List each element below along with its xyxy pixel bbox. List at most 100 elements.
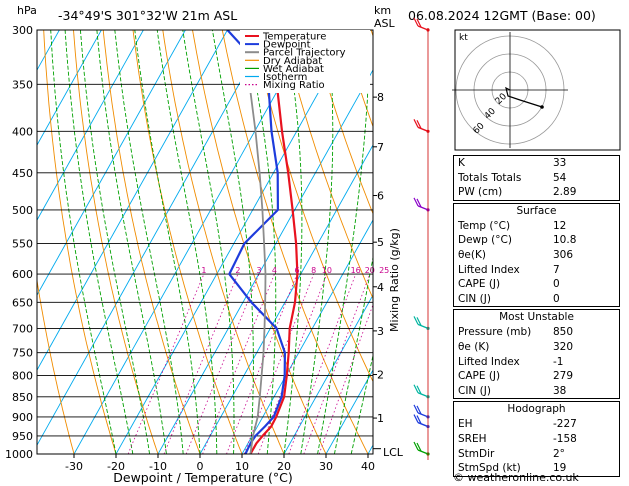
panel-row-value: 306 — [553, 248, 574, 261]
temperature-tick-label: 0 — [197, 460, 204, 473]
legend-item: Parcel Trajectory — [263, 48, 346, 59]
mixing-ratio-label: 16 — [351, 266, 361, 275]
isobars — [37, 30, 373, 454]
panel-row-value: -227 — [553, 418, 577, 431]
pressure-tick-label: 550 — [12, 238, 33, 251]
dry-adiabat-line — [37, 277, 75, 454]
panel-row-value: 0 — [553, 278, 560, 291]
lcl-label: LCL — [383, 446, 404, 459]
wet-adiabat-line — [156, 30, 218, 454]
panel-row: StmDir 2° — [454, 447, 619, 462]
mixing-ratio-label: 3 — [256, 266, 261, 275]
panel-row-label: CAPE (J) — [458, 278, 501, 291]
km-tick-label: 4 — [377, 281, 384, 294]
legend-item: Wet Adiabat — [263, 64, 324, 75]
panel-row-value: -1 — [553, 355, 564, 368]
panel-row-label: Pressure (mb) — [458, 326, 532, 339]
panel-row: StmSpd (kt) 19 — [454, 461, 619, 476]
panel-row-value: 7 — [553, 263, 560, 276]
km-tick-label: 1 — [377, 412, 384, 425]
panel-row: Pressure (mb) 850 — [454, 325, 619, 340]
panel-row-label: Lifted Index — [458, 263, 520, 276]
pressure-tick-label: 900 — [12, 411, 33, 424]
pressure-tick-label: 800 — [12, 369, 33, 382]
wind-barb — [417, 205, 429, 211]
panel-row-label: θe(K) — [458, 248, 486, 261]
panel-row-value: 54 — [553, 171, 567, 184]
legend-item: Dry Adiabat — [263, 56, 322, 67]
wind-barb — [417, 25, 429, 31]
km-tick-label: 8 — [377, 91, 384, 104]
wet-adiabat-line — [333, 255, 373, 454]
panel-row-label: Totals Totals — [458, 171, 522, 184]
wind-barb-feather — [413, 197, 419, 207]
panel-row-value: 0 — [553, 292, 560, 305]
most-unstable-box: Most Unstable Pressure (mb) 850 θe (K) 320 L… — [453, 309, 620, 400]
isotherm-line — [37, 30, 102, 146]
km-tick-label: 6 — [377, 190, 384, 203]
panel-row: CIN (J) 38 — [454, 384, 619, 399]
hodograph-unit: kt — [459, 33, 468, 43]
km-unit-label: km — [374, 4, 391, 17]
wind-barb-feather — [416, 385, 422, 395]
wind-barbs — [413, 17, 430, 460]
series-temperature — [249, 30, 299, 454]
panel-row-label: CAPE (J) — [458, 370, 501, 383]
panel-row: K 33 — [454, 156, 619, 171]
temperature-ticks: -30 -20 -10 0 10 20 30 40 — [65, 454, 375, 473]
indices-panel: K 33 Totals Totals 54 PW (cm) 2.89 Surface Te… — [453, 155, 620, 479]
wind-barb-feather — [416, 18, 422, 28]
series-parcel-trajectory — [243, 30, 267, 454]
mixing-ratio-line — [303, 273, 371, 454]
mixing-ratio-label: 1 — [201, 266, 206, 275]
pressure-tick-label: 500 — [12, 204, 33, 217]
panel-row-label: Temp (°C) — [458, 219, 511, 232]
isotherm-line — [37, 30, 270, 447]
dry-adiabat-line — [73, 30, 159, 454]
copyright-footer: © weatheronline.co.uk — [453, 471, 579, 484]
panel-row-value: 38 — [553, 384, 567, 397]
pressure-tick-label: 850 — [12, 391, 33, 404]
pressure-tick-label: 1000 — [5, 448, 33, 461]
panel-row: θe(K) 306 — [454, 248, 619, 263]
isotherm-line — [37, 30, 186, 296]
isotherm-line — [37, 30, 228, 372]
panel-row-value: 2° — [553, 447, 565, 460]
temperature-tick-label: -20 — [107, 460, 125, 473]
panel-row: Totals Totals 54 — [454, 171, 619, 186]
hodograph-trace — [505, 86, 543, 108]
km-tick-label: 7 — [377, 141, 384, 154]
isotherm-line — [325, 369, 373, 454]
most-unstable-title: Most Unstable — [499, 311, 574, 324]
panel-row: EH -227 — [454, 417, 619, 432]
wind-barb-feather — [413, 119, 419, 128]
wind-barb-feather — [413, 17, 419, 27]
hodograph-table-title: Hodograph — [507, 403, 566, 416]
panel-row-label: Lifted Index — [458, 355, 520, 368]
wet-adiabat-line — [79, 30, 151, 454]
plot-area — [37, 30, 373, 454]
panel-row-label: Dewp (°C) — [458, 234, 512, 247]
legend-item: Dewpoint — [263, 40, 311, 51]
x-axis-title: Dewpoint / Temperature (°C) — [113, 470, 292, 485]
temperature-tick-label: 20 — [277, 460, 291, 473]
wind-barb — [417, 323, 429, 330]
mixing-ratio-label: 8 — [311, 266, 316, 275]
panel-row-value: 19 — [553, 462, 567, 475]
panel-row: Dewp (°C) 10.8 — [454, 233, 619, 248]
wind-barb — [417, 412, 429, 418]
datetime-title: 06.08.2024 12GMT (Base: 00) — [408, 8, 596, 23]
temperature-tick-label: 30 — [319, 460, 333, 473]
panel-row: SREH -158 — [454, 432, 619, 447]
wet-adiabat-line — [114, 30, 184, 454]
wind-barb — [417, 126, 429, 132]
wind-barb-feather — [413, 316, 419, 325]
km-tick-label: 5 — [377, 236, 384, 249]
pressure-tick-label: 750 — [12, 347, 33, 360]
asl-unit-label: ASL — [374, 17, 396, 30]
wind-barb-feather — [416, 405, 422, 415]
mixing-ratio-label: 10 — [322, 266, 332, 275]
